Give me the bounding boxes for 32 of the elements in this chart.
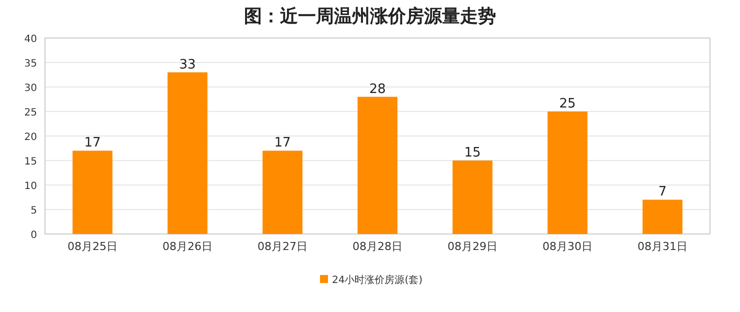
x-tick-label: 08月27日 xyxy=(258,240,308,253)
x-tick-label: 08月31日 xyxy=(638,240,688,253)
data-label: 25 xyxy=(559,96,576,112)
data-label: 17 xyxy=(84,136,101,151)
bar xyxy=(642,200,682,234)
chart-title: 图：近一周温州涨价房源量走势 xyxy=(244,6,496,27)
y-tick-label: 10 xyxy=(24,181,37,192)
y-tick-label: 0 xyxy=(30,230,37,241)
bar xyxy=(72,150,112,234)
x-tick-label: 08月28日 xyxy=(352,240,402,253)
y-tick-label: 25 xyxy=(24,108,37,118)
data-label: 28 xyxy=(369,82,386,97)
data-label: 17 xyxy=(274,136,291,151)
data-label: 7 xyxy=(658,184,667,200)
y-tick-label: 15 xyxy=(24,156,37,168)
y-tick-label: 40 xyxy=(24,34,37,45)
y-tick-label: 30 xyxy=(24,83,37,94)
y-tick-label: 20 xyxy=(24,132,37,143)
x-tick-label: 08月26日 xyxy=(162,240,212,253)
x-tick-label: 08月30日 xyxy=(542,240,592,253)
bar xyxy=(548,112,588,234)
x-tick-label: 08月29日 xyxy=(448,240,498,253)
data-label: 15 xyxy=(464,146,481,160)
bar xyxy=(262,150,302,234)
legend-label: 24小时涨价房源(套) xyxy=(332,274,423,286)
bar xyxy=(358,96,398,234)
bar xyxy=(452,160,492,234)
bar xyxy=(168,72,208,234)
x-tick-label: 08月25日 xyxy=(68,240,118,253)
y-tick-label: 5 xyxy=(30,206,37,216)
y-tick-label: 35 xyxy=(24,58,37,70)
data-label: 33 xyxy=(179,57,196,72)
